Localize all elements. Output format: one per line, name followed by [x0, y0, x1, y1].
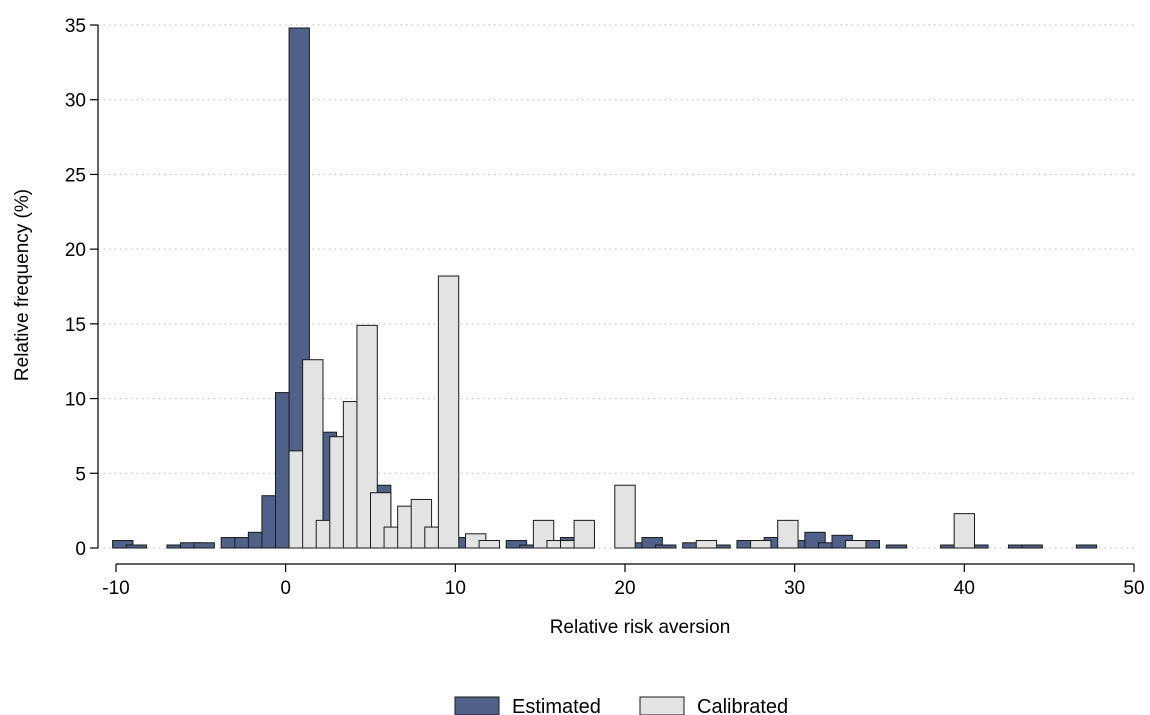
bar-calibrated — [478, 540, 500, 549]
bar-estimated — [505, 540, 528, 549]
axes: 0 5 10 15 20 25 30 35 -10 0 10 20 30 40 50 — [65, 16, 1145, 599]
x-axis-title: Relative risk aversion — [550, 617, 731, 638]
bar-calibrated — [614, 484, 636, 549]
legend-swatch-calibrated — [639, 696, 685, 715]
bar-estimated — [125, 544, 148, 549]
bar-calibrated — [845, 540, 867, 549]
y-tick-label: 35 — [65, 16, 86, 37]
x-tick-label: -10 — [102, 578, 129, 599]
bar-estimated — [655, 544, 677, 549]
legend: Estimated Calibrated — [454, 696, 788, 715]
x-tick-label: 30 — [784, 578, 805, 599]
bar-calibrated — [695, 540, 718, 549]
bar-estimated — [1021, 544, 1043, 549]
x-tick-label: 10 — [445, 578, 466, 599]
legend-label-calibrated: Calibrated — [697, 696, 788, 715]
y-tick-label: 30 — [65, 91, 86, 112]
y-tick-label: 0 — [75, 539, 86, 560]
bar-estimated — [112, 540, 134, 549]
bar-estimated — [1075, 544, 1098, 549]
x-tick-label: 20 — [614, 578, 635, 599]
x-tick-label: 40 — [954, 578, 975, 599]
bar-estimated — [193, 542, 215, 549]
x-tick-label: 0 — [280, 578, 291, 599]
legend-label-estimated: Estimated — [512, 696, 601, 715]
legend-swatch-estimated — [454, 696, 500, 715]
y-tick-label: 25 — [65, 165, 86, 186]
y-tick-label: 10 — [65, 390, 86, 411]
y-tick-label: 15 — [65, 315, 86, 336]
bar-calibrated — [750, 540, 772, 549]
bar-estimated — [641, 537, 663, 549]
bar-calibrated — [437, 275, 460, 549]
y-tick-label: 20 — [65, 240, 86, 261]
bar-calibrated — [953, 513, 976, 549]
x-tick-label: 50 — [1123, 578, 1144, 599]
bar-calibrated — [302, 359, 324, 549]
bar-calibrated — [777, 519, 799, 549]
bar-calibrated — [573, 519, 595, 549]
y-tick-label: 5 — [75, 464, 86, 485]
gridlines — [98, 24, 1134, 549]
y-axis-title: Relative frequency (%) — [12, 189, 33, 381]
bars — [112, 27, 1098, 549]
bar-estimated — [885, 544, 908, 549]
